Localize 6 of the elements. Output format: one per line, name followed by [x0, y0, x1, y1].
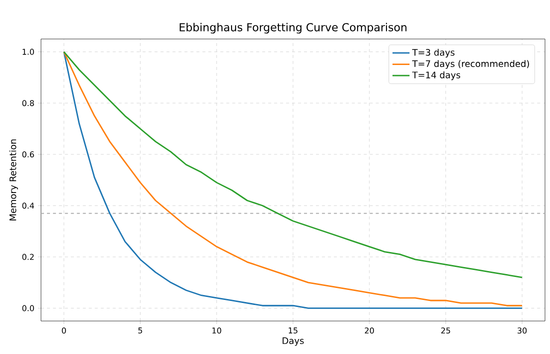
legend-label: T=3 days	[412, 48, 454, 58]
x-axis-title: Days	[282, 337, 304, 346]
legend-label: T=14 days	[412, 71, 460, 80]
chart-title: Ebbinghaus Forgetting Curve Comparison	[180, 22, 406, 34]
y-axis-title: Memory Retention	[9, 139, 18, 220]
legend-label: T=7 days (recommended)	[412, 60, 529, 69]
